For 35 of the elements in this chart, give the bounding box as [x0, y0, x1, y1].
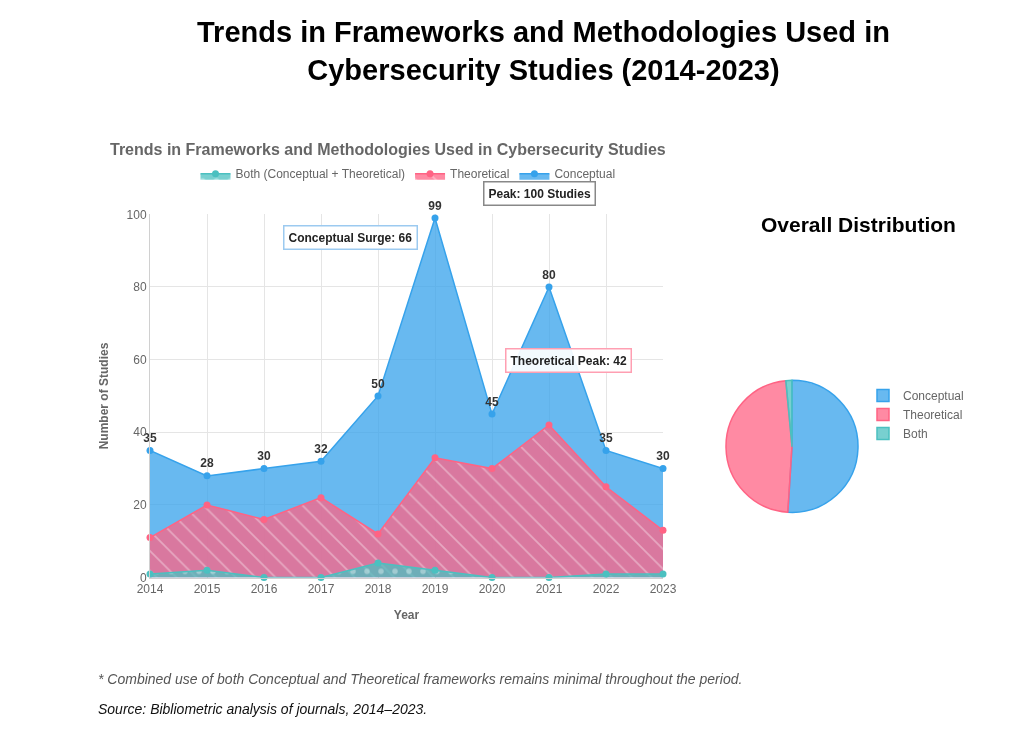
chart-title: Overall Distribution: [761, 213, 956, 236]
x-tick-label: 2022: [592, 581, 620, 596]
annotation: Conceptual Surge: 66: [288, 230, 413, 245]
data-label: 32: [314, 441, 328, 456]
y-axis-title: Number of Studies: [96, 342, 111, 450]
data-label: 30: [656, 449, 670, 464]
x-tick-label: 2018: [364, 581, 392, 596]
y-tick-label: 80: [133, 280, 147, 295]
legend-label: Theoretical: [903, 408, 963, 423]
y-tick-label: 20: [133, 498, 147, 513]
data-label: 30: [257, 449, 271, 464]
chart-title: Trends in Frameworks and Methodologies Used in Cybersecurity Studies (2014-2023): [197, 16, 890, 86]
x-axis-title: Year: [393, 607, 420, 622]
chart-subtitle: Trends in Frameworks and Methodologies Used in Cybersecurity Studies: [110, 141, 666, 158]
y-tick-label: 100: [126, 207, 147, 222]
text: Peak: 100 Studies: [488, 186, 591, 201]
x-tick-label: 2016: [250, 581, 278, 596]
x-tick-label: 2019: [421, 581, 449, 596]
x-tick-label: 2015: [193, 581, 221, 596]
data-label: 80: [542, 267, 556, 282]
x-tick-label: 2017: [307, 581, 335, 596]
data-label: 28: [200, 456, 214, 471]
annotation: Theoretical Peak: 42: [510, 353, 627, 368]
legend-label: Conceptual: [554, 167, 616, 182]
legend-label: Conceptual: [903, 389, 964, 404]
data-label: 99: [428, 198, 442, 213]
x-tick-label: 2023: [649, 581, 677, 596]
x-tick-label: 2020: [478, 581, 506, 596]
legend-label: Theoretical: [450, 167, 510, 182]
source-note: Source: Bibliometric analysis of journals, 2014–2023.: [98, 701, 428, 717]
legend-label: Both (Conceptual + Theoretical): [235, 167, 406, 182]
y-tick-label: 60: [133, 352, 147, 367]
text: * Combined use of both Conceptual and Theoretical frameworks remains minimal throughout the period.: [98, 671, 743, 687]
x-tick-label: 2021: [535, 581, 563, 596]
legend-label: Both: [903, 427, 928, 442]
